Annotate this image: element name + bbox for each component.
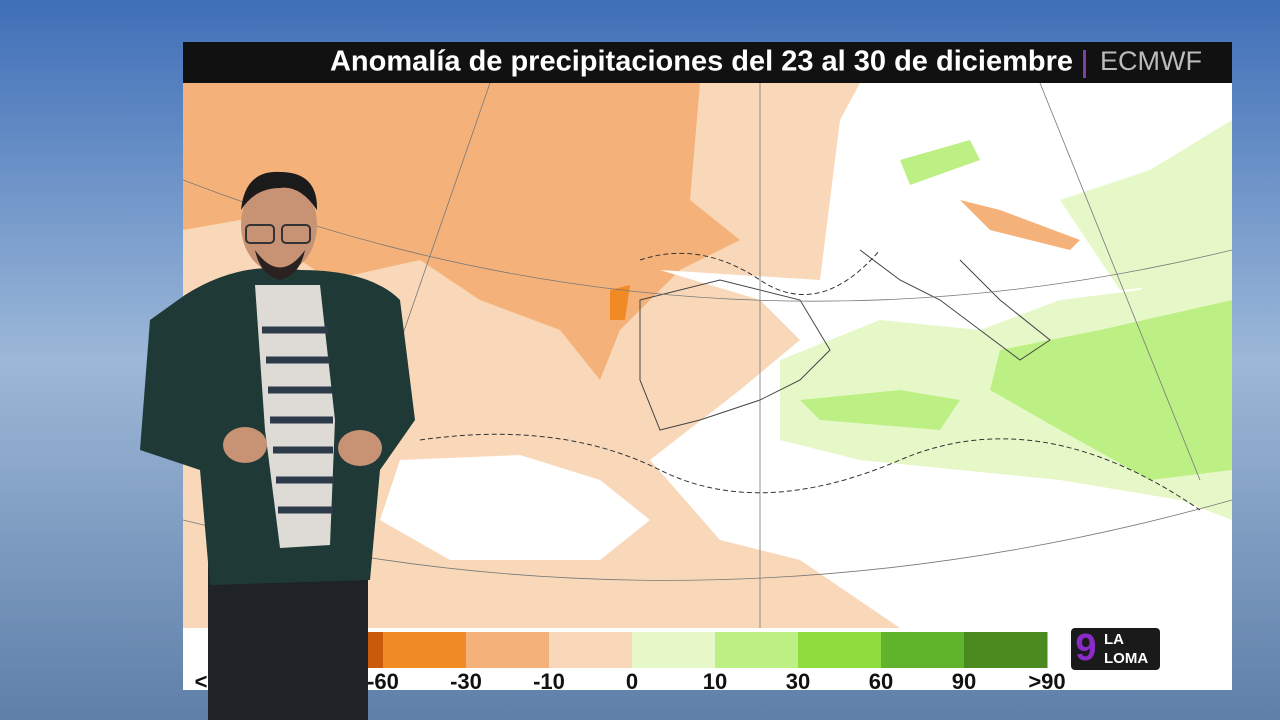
legend-label: 0	[626, 669, 638, 694]
legend-label: -30	[450, 669, 482, 694]
logo-text: LOMA	[1104, 650, 1148, 667]
separator	[1083, 50, 1086, 78]
source: ECMWF	[1100, 46, 1202, 76]
legend-swatch	[383, 632, 467, 668]
logo-number: 9	[1075, 627, 1096, 669]
legend-label: 30	[786, 669, 810, 694]
presenter	[140, 171, 415, 720]
logo: 9 LA LOMA	[1071, 627, 1160, 670]
legend-swatch	[549, 632, 633, 668]
legend-swatch	[632, 632, 716, 668]
logo-text: LA	[1104, 631, 1124, 648]
legend-swatch	[466, 632, 550, 668]
legend-label: -60	[367, 669, 399, 694]
map	[183, 83, 1232, 628]
legend-label: 90	[952, 669, 976, 694]
title: Anomalía de precipitaciones del 23 al 30…	[330, 46, 1073, 78]
legend-label: >90	[1028, 669, 1065, 694]
legend-swatch	[798, 632, 882, 668]
legend-swatch	[881, 632, 965, 668]
legend-label: 10	[703, 669, 727, 694]
legend-label: 60	[869, 669, 893, 694]
title-bar	[183, 42, 1232, 83]
legend-swatch	[964, 632, 1048, 668]
legend-label: -10	[533, 669, 565, 694]
legend-swatch	[715, 632, 799, 668]
